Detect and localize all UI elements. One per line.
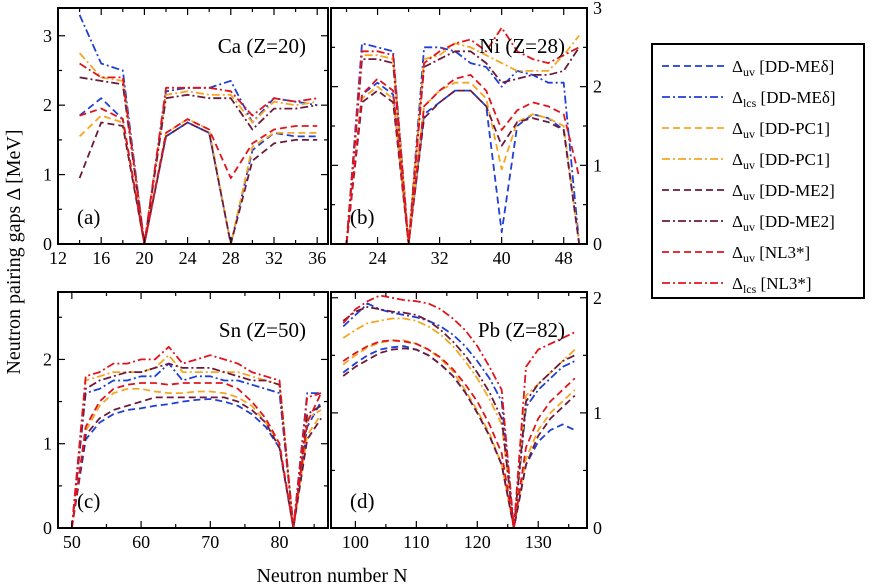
- series-line-8: [345, 26, 580, 244]
- panel-sn: 50 60 70 80 0 1 2 Sn (Z=50) (c): [43, 291, 329, 552]
- legend-entry: Δlcs [NL3*]: [662, 274, 812, 296]
- series-line-2: [345, 42, 581, 244]
- legend-entry: Δuv [DD-PC1]: [662, 119, 830, 141]
- series-line-8: [79, 62, 318, 244]
- y-tick-label: 3: [593, 0, 602, 18]
- series-line-4: [70, 354, 322, 528]
- series-line-7: [70, 382, 322, 528]
- series-line-5: [70, 396, 322, 528]
- series-line-4: [342, 317, 576, 528]
- x-tick-label: 24: [369, 248, 387, 268]
- y-tick-label: 1: [43, 165, 52, 185]
- legend-label: Δlcs [DD-MEδ]: [732, 88, 836, 110]
- series-line-6: [345, 46, 580, 244]
- legend-label: Δuv [NL3*]: [732, 243, 810, 265]
- x-tick-label: 120: [464, 532, 491, 552]
- y-tick-label: 1: [593, 403, 602, 423]
- x-tick-label: 32: [265, 248, 283, 268]
- panel-tag: (d): [350, 489, 375, 513]
- series-line-3: [342, 339, 576, 528]
- series-line-3: [70, 387, 322, 528]
- legend-label: Δuv [DD-MEδ]: [732, 57, 834, 79]
- y-tick-label: 2: [43, 95, 52, 115]
- x-tick-label: 36: [308, 248, 326, 268]
- y-axis-label: Neutron pairing gaps Δ [MeV]: [3, 129, 25, 374]
- plot-frame: [330, 291, 588, 529]
- x-tick-label: 80: [271, 532, 289, 552]
- plot-frame: [57, 291, 329, 529]
- y-tick-label: 0: [593, 518, 602, 538]
- y-tick-label: 0: [43, 518, 52, 538]
- panel-tag: (c): [77, 489, 100, 513]
- x-axis-label: Neutron number N: [256, 565, 407, 585]
- series-line-4: [345, 34, 580, 244]
- series-line-6: [79, 76, 318, 244]
- legend-box: [651, 43, 865, 299]
- series-line-2: [70, 362, 322, 528]
- y-tick-label: 1: [593, 155, 602, 175]
- series-line-3: [345, 81, 581, 244]
- legend-entry: Δuv [DD-ME2]: [662, 181, 835, 203]
- legend-entry: Δuv [DD-PC1]: [662, 150, 830, 172]
- panel-tag: (a): [77, 205, 100, 229]
- x-tick-label: 50: [63, 532, 81, 552]
- legend-label: Δlcs [NL3*]: [732, 274, 812, 296]
- x-tick-label: 100: [342, 532, 369, 552]
- x-tick-label: 12: [49, 248, 67, 268]
- series-line-6: [342, 306, 576, 528]
- legend: Δuv [DD-MEδ] Δlcs [DD-MEδ] Δuv [DD-PC1] Δuv…: [651, 43, 865, 299]
- panel-title: Sn (Z=50): [219, 318, 306, 342]
- y-tick-label: 2: [43, 349, 52, 369]
- legend-entry: Δuv [NL3*]: [662, 243, 810, 265]
- x-tick-label: 60: [132, 532, 150, 552]
- series-line-5: [342, 347, 576, 528]
- x-tick-label: 110: [403, 532, 429, 552]
- legend-label: Δuv [DD-ME2]: [732, 212, 835, 234]
- y-tick-label: 1: [43, 434, 52, 454]
- series-line-7: [345, 74, 581, 244]
- panel-tag: (b): [350, 205, 375, 229]
- x-tick-label: 70: [201, 532, 219, 552]
- x-tick-label: 32: [431, 248, 449, 268]
- y-tick-label: 0: [43, 234, 52, 254]
- x-tick-label: 16: [92, 248, 110, 268]
- series-line-7: [79, 107, 318, 244]
- x-tick-label: 20: [135, 248, 153, 268]
- legend-label: Δuv [DD-ME2]: [732, 181, 835, 203]
- series-line-1: [345, 81, 581, 244]
- panel-title: Ni (Z=28): [479, 34, 565, 58]
- series-line-1: [342, 345, 576, 528]
- plot-frame: [57, 7, 329, 245]
- x-tick-label: 28: [222, 248, 240, 268]
- panel-ni: 24 32 40 48 0 1 2 3 Ni (Z=28) (b): [330, 0, 602, 268]
- panel-pb: 100 110 120 130 0 1 2 Pb (Z=82) (d): [330, 288, 602, 552]
- panel-title: Ca (Z=20): [218, 34, 306, 58]
- x-tick-label: 40: [493, 248, 511, 268]
- series-line-8: [70, 345, 322, 528]
- y-tick-label: 0: [593, 234, 602, 254]
- series-line-3: [78, 114, 318, 244]
- y-tick-label: 2: [593, 288, 602, 308]
- x-tick-label: 130: [525, 532, 552, 552]
- legend-entry: Δuv [DD-MEδ]: [662, 57, 834, 79]
- x-tick-label: 48: [555, 248, 573, 268]
- series-line-2: [342, 302, 576, 528]
- y-tick-label: 3: [43, 26, 52, 46]
- x-tick-label: 24: [179, 248, 197, 268]
- y-tick-label: 2: [593, 77, 602, 97]
- legend-label: Δuv [DD-PC1]: [732, 150, 830, 172]
- series-line-5: [345, 89, 581, 244]
- series-line-8: [342, 294, 576, 528]
- series-line-7: [342, 339, 576, 528]
- series-line-5: [78, 121, 318, 244]
- legend-entry: Δuv [DD-ME2]: [662, 212, 835, 234]
- panel-title: Pb (Z=82): [478, 318, 565, 342]
- series-line-6: [70, 362, 322, 528]
- legend-entry: Δlcs [DD-MEδ]: [662, 88, 836, 110]
- series-line-4: [78, 52, 318, 244]
- legend-label: Δuv [DD-PC1]: [732, 119, 830, 141]
